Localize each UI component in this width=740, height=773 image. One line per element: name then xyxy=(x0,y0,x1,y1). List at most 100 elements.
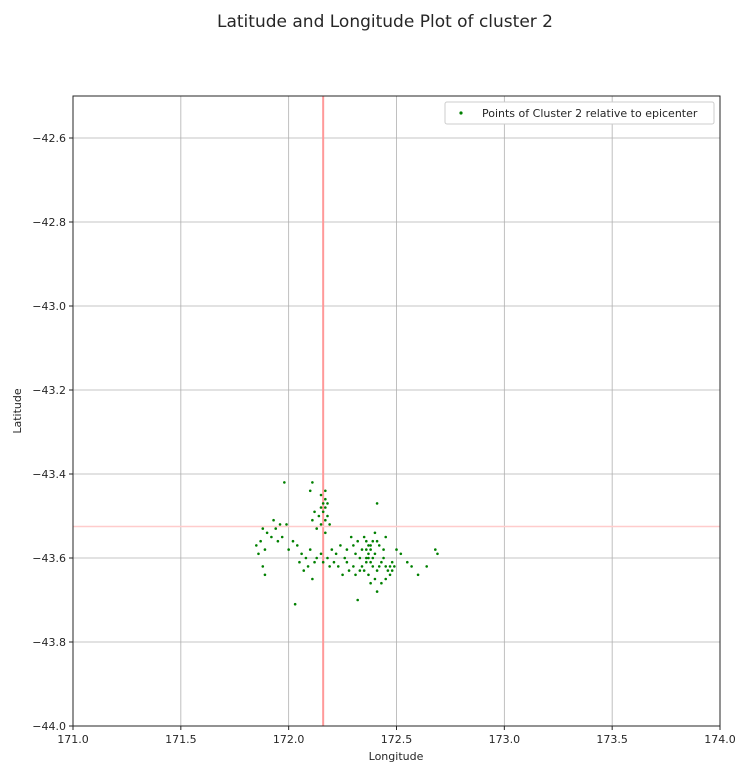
data-point xyxy=(315,556,319,560)
y-tick-label: −44.0 xyxy=(32,720,66,733)
data-point xyxy=(255,544,258,547)
y-tick-label: −43.8 xyxy=(32,636,66,649)
data-point xyxy=(324,506,327,509)
data-point xyxy=(380,581,383,585)
data-point xyxy=(311,481,314,484)
x-tick-label: 172.5 xyxy=(381,733,413,746)
data-point xyxy=(369,544,372,547)
data-point xyxy=(367,552,370,556)
data-point xyxy=(373,577,377,581)
data-point xyxy=(373,552,377,556)
data-point xyxy=(326,556,329,560)
chart-title: Latitude and Longitude Plot of cluster 2 xyxy=(217,12,553,32)
data-point xyxy=(371,539,375,543)
data-point xyxy=(393,565,396,568)
y-tick-label: −42.6 xyxy=(32,132,66,145)
data-point xyxy=(395,548,398,551)
data-point xyxy=(311,577,314,581)
data-point xyxy=(280,535,284,539)
data-point xyxy=(326,514,329,518)
data-point xyxy=(390,569,394,572)
data-point xyxy=(371,556,375,560)
data-point xyxy=(324,518,327,522)
legend-entry: Points of Cluster 2 relative to epicente… xyxy=(482,107,698,120)
data-point xyxy=(291,539,295,543)
data-point xyxy=(293,602,297,606)
data-point xyxy=(377,544,381,547)
data-point xyxy=(371,565,375,568)
data-point xyxy=(390,560,394,564)
data-point xyxy=(375,502,379,505)
y-axis-label: Latitude xyxy=(11,388,24,434)
data-point xyxy=(319,506,323,509)
data-point xyxy=(362,569,366,572)
x-axis-label: Longitude xyxy=(369,750,424,763)
data-point xyxy=(354,573,357,577)
data-point xyxy=(362,535,366,539)
data-point xyxy=(302,569,306,572)
x-tick-label: 171.0 xyxy=(57,733,89,746)
data-point xyxy=(425,565,428,568)
data-point xyxy=(377,565,381,568)
data-point xyxy=(382,556,385,560)
data-point xyxy=(369,581,372,585)
data-point xyxy=(321,502,325,505)
data-point xyxy=(416,573,420,577)
data-point xyxy=(367,573,370,577)
data-point xyxy=(367,556,370,560)
data-point xyxy=(349,535,353,539)
data-point xyxy=(321,560,325,564)
data-point xyxy=(263,548,267,551)
data-point xyxy=(285,523,288,526)
data-point xyxy=(367,544,370,547)
data-point xyxy=(308,548,312,551)
data-point xyxy=(270,535,273,539)
data-point xyxy=(382,548,385,551)
data-point xyxy=(352,565,355,568)
data-point xyxy=(287,548,290,551)
data-point xyxy=(295,544,299,547)
data-point xyxy=(345,548,349,551)
x-tick-label: 173.5 xyxy=(596,733,628,746)
data-point xyxy=(352,544,355,547)
x-axis-ticks: 171.0 171.5 172.0 172.5 173.0 173.5 174.0 xyxy=(57,726,736,746)
data-point xyxy=(336,565,340,568)
legend: Points of Cluster 2 relative to epicente… xyxy=(444,101,715,125)
data-point xyxy=(332,560,336,564)
data-point xyxy=(375,539,379,543)
data-points xyxy=(255,481,439,606)
x-tick-label: 171.5 xyxy=(165,733,197,746)
x-tick-label: 174.0 xyxy=(704,733,736,746)
data-point xyxy=(436,552,439,556)
data-point xyxy=(388,565,392,568)
data-point xyxy=(324,531,327,535)
data-point xyxy=(345,560,349,564)
data-point xyxy=(373,531,377,535)
legend-box xyxy=(444,101,715,125)
data-point xyxy=(358,569,362,572)
data-point xyxy=(317,514,321,518)
data-point xyxy=(360,548,364,551)
y-tick-label: −43.0 xyxy=(32,300,66,313)
data-point xyxy=(257,552,260,556)
data-point xyxy=(369,560,372,564)
x-tick-label: 173.0 xyxy=(489,733,521,746)
data-point xyxy=(375,569,379,572)
reference-lines xyxy=(73,96,720,726)
data-point xyxy=(356,598,359,602)
data-point xyxy=(380,560,383,564)
y-tick-label: −43.4 xyxy=(32,468,66,481)
data-point xyxy=(283,481,286,484)
data-point xyxy=(324,489,327,493)
data-point xyxy=(375,590,379,593)
data-point xyxy=(334,552,338,556)
data-point xyxy=(343,556,347,560)
data-point xyxy=(384,535,388,539)
data-point xyxy=(319,552,323,556)
data-point xyxy=(384,577,388,581)
data-point xyxy=(388,573,392,577)
data-point xyxy=(358,556,362,560)
data-point xyxy=(311,518,314,522)
data-point xyxy=(365,548,368,551)
